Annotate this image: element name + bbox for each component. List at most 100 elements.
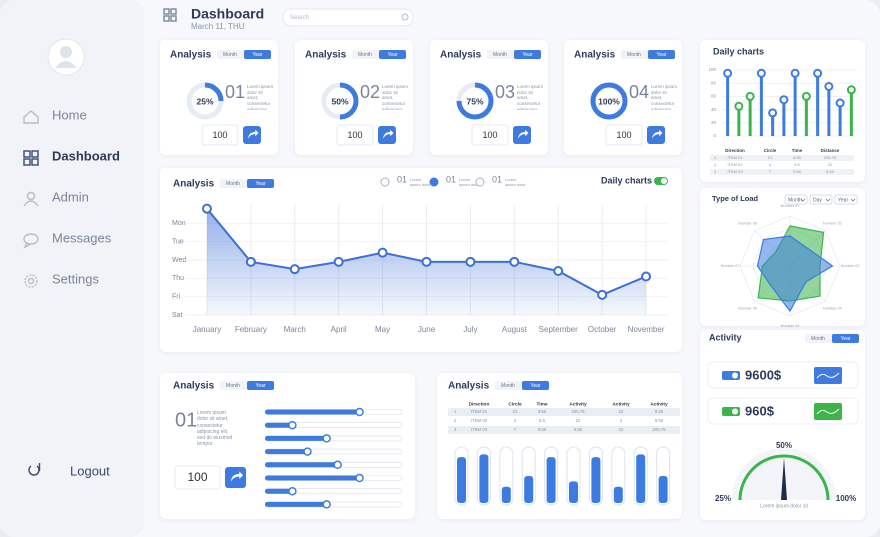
- toggle-knob: [661, 178, 667, 184]
- select[interactable]: [784, 194, 808, 205]
- action-button[interactable]: [225, 467, 246, 488]
- gauge-needle: [781, 458, 787, 500]
- action-button[interactable]: [243, 126, 261, 144]
- legend-number: 01: [492, 174, 502, 184]
- search-placeholder: Search: [290, 15, 309, 21]
- row-index: 3: [454, 427, 457, 432]
- point: [641, 271, 652, 282]
- action-button[interactable]: [513, 126, 531, 144]
- percent-label: 25%: [196, 96, 213, 106]
- table-cell: 5.5: [794, 162, 800, 167]
- text-block: Lorem ipsum dolor sit amet, consectetur …: [197, 410, 233, 448]
- text-block-box: Lorem ipsum dolor sit amet, consectetur …: [651, 84, 677, 110]
- table-row: [448, 417, 680, 425]
- lollipop-head: [813, 68, 823, 78]
- y-tick-label: Tue: [172, 239, 184, 246]
- legend-radio[interactable]: [380, 177, 390, 187]
- logout[interactable]: Logout: [70, 463, 110, 478]
- legend-text: Lorem ipsum dolor sit amet: [410, 177, 431, 189]
- tab: Year: [255, 181, 265, 187]
- action-button[interactable]: [647, 126, 665, 144]
- select-label: Year: [838, 197, 848, 203]
- slider-knob[interactable]: [333, 460, 342, 470]
- select[interactable]: [809, 194, 833, 205]
- slider-knob[interactable]: [322, 500, 331, 509]
- table-cell: 4: [769, 162, 772, 167]
- text-block-box: Lorem ipsum dolor sit amet, consectetur …: [197, 410, 233, 448]
- select-caret: [825, 198, 831, 202]
- tab-active[interactable]: [379, 50, 406, 59]
- x-tick-label: June: [418, 325, 436, 334]
- legend-text: Lorem ipsum dolor sit amet: [459, 177, 480, 189]
- tab-active[interactable]: [832, 334, 859, 343]
- text-block-box: Lorem ipsum dolor sit amet, consectetur …: [247, 84, 274, 110]
- slider-fill: [265, 475, 360, 481]
- legend-radio[interactable]: [429, 177, 439, 187]
- table-cell: 205.75: [652, 427, 666, 432]
- tab: Month: [493, 52, 507, 58]
- table-cell: 8.55: [826, 169, 835, 174]
- radar-axis-label: Number 03: [841, 264, 860, 268]
- menu-item[interactable]: Messages: [52, 230, 112, 245]
- action-button[interactable]: [378, 126, 396, 144]
- menu-item[interactable]: Dashboard: [52, 148, 120, 163]
- tube-fill: [524, 476, 534, 503]
- slider-fill: [265, 409, 360, 415]
- donut-arc: [456, 82, 494, 120]
- table-cell: ITEM 03: [727, 169, 743, 174]
- menu-item[interactable]: Settings: [52, 271, 99, 286]
- tab-active[interactable]: [247, 179, 274, 188]
- text-block: Lorem ipsum dolor sit amet, consectetur …: [247, 84, 274, 110]
- table-cell: 21: [768, 155, 773, 160]
- search-box[interactable]: [282, 8, 414, 27]
- slider-knob[interactable]: [355, 473, 364, 483]
- point: [289, 264, 300, 275]
- gauge-caption: Lorem ipsum dolor sit: [760, 503, 808, 509]
- legend-text-box: Lorem ipsum dolor sit amet: [459, 177, 480, 189]
- lollipop-head: [835, 98, 845, 108]
- tab-active[interactable]: [244, 50, 271, 59]
- slider-knob[interactable]: [322, 434, 331, 443]
- panel-title: Analysis: [448, 381, 490, 392]
- value-box: [471, 124, 509, 146]
- y-tick-label: 100: [708, 67, 716, 72]
- tab: Month: [226, 383, 240, 389]
- table-cell: 21: [513, 409, 518, 414]
- table-cell: 22: [619, 427, 624, 432]
- menu-item[interactable]: Home: [52, 107, 87, 122]
- slider-knob[interactable]: [355, 407, 364, 417]
- x-tick-label: May: [375, 325, 390, 334]
- select[interactable]: [834, 194, 858, 205]
- slider-knob[interactable]: [303, 447, 312, 456]
- tube-fill: [658, 476, 668, 503]
- tab: Month: [226, 181, 240, 187]
- y-tick-label: Sat: [172, 312, 183, 319]
- card-number: 04: [629, 82, 649, 102]
- text-block: Lorem ipsum dolor sit amet, consectetur …: [382, 84, 409, 110]
- menu-item[interactable]: Admin: [52, 189, 89, 204]
- tab: Year: [656, 52, 666, 58]
- tab: Month: [627, 52, 641, 58]
- table-header: Direction: [469, 401, 490, 407]
- logout-icon: [28, 463, 41, 476]
- value-text: 100: [347, 130, 362, 140]
- slider-knob[interactable]: [288, 420, 297, 430]
- tab-active[interactable]: [522, 381, 549, 390]
- slider-knob[interactable]: [288, 486, 297, 496]
- table-cell: 22: [576, 418, 581, 423]
- table-cell: 5.5: [539, 418, 546, 423]
- gauge-arc: [738, 454, 830, 501]
- select-caret: [800, 198, 806, 202]
- table-header: Circle: [764, 148, 777, 153]
- tube-fill: [613, 486, 623, 503]
- settings-icon: [24, 274, 38, 288]
- legend-radio[interactable]: [475, 177, 485, 187]
- row-index: 1: [714, 155, 717, 160]
- tab-active[interactable]: [514, 50, 541, 59]
- table-cell: 22: [828, 162, 833, 167]
- value-text: 100: [212, 130, 227, 140]
- value-box: [336, 124, 374, 146]
- tab-active[interactable]: [648, 50, 675, 59]
- tab-active[interactable]: [247, 381, 274, 390]
- point: [245, 256, 256, 267]
